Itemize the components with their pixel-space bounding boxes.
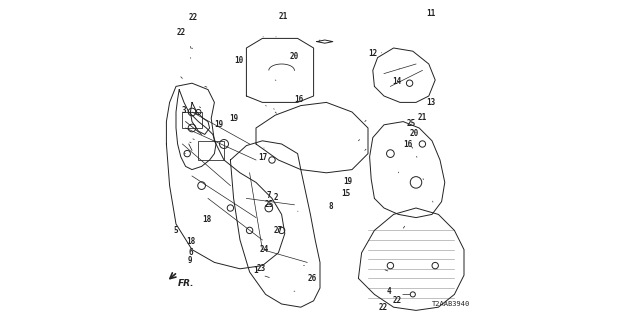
Text: 22: 22 (189, 13, 198, 22)
Text: T2AAB3940: T2AAB3940 (432, 301, 470, 307)
Text: 15: 15 (341, 189, 350, 198)
Text: 19: 19 (229, 114, 238, 123)
Text: 2: 2 (274, 193, 278, 202)
Text: 8: 8 (329, 202, 333, 211)
Text: 21: 21 (278, 12, 288, 20)
Text: 13: 13 (426, 98, 435, 107)
Text: 6: 6 (188, 248, 193, 257)
Text: 24: 24 (259, 245, 269, 254)
Text: 20: 20 (410, 129, 419, 138)
Bar (182, 112, 202, 128)
Text: 21: 21 (418, 113, 427, 122)
Text: 11: 11 (426, 9, 435, 18)
Text: 19: 19 (214, 120, 224, 129)
Text: 22: 22 (392, 296, 401, 305)
Text: 22: 22 (176, 28, 186, 36)
Text: 18: 18 (202, 215, 211, 224)
Text: FR.: FR. (178, 279, 194, 288)
Text: 12: 12 (368, 49, 378, 58)
Bar (198, 141, 224, 160)
Text: 1: 1 (253, 266, 259, 275)
Text: 22: 22 (379, 303, 388, 312)
Text: 4: 4 (387, 287, 391, 296)
Text: 19: 19 (344, 177, 353, 186)
Text: 27: 27 (274, 226, 283, 235)
Text: 20: 20 (290, 52, 299, 60)
Text: 18: 18 (186, 237, 195, 246)
Text: 16: 16 (403, 140, 413, 148)
Text: 3: 3 (182, 106, 186, 115)
Text: 5: 5 (173, 226, 179, 235)
Text: 16: 16 (294, 95, 303, 104)
Text: 25: 25 (406, 119, 415, 128)
Text: 7: 7 (266, 191, 271, 200)
Text: 25: 25 (264, 200, 273, 209)
Text: 26: 26 (307, 274, 317, 283)
Text: 9: 9 (188, 256, 193, 265)
Text: 14: 14 (392, 77, 401, 86)
Text: 10: 10 (234, 56, 244, 65)
Text: 23: 23 (256, 264, 266, 273)
Text: 17: 17 (258, 153, 267, 162)
